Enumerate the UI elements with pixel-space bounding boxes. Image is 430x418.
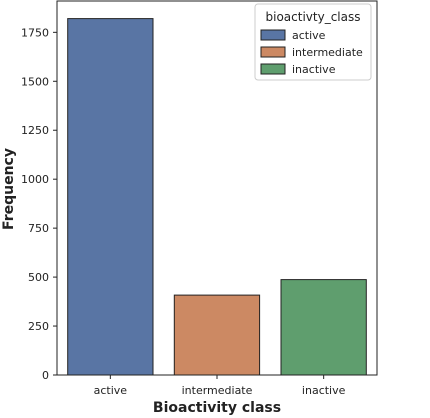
x-tick-label-intermediate: intermediate: [182, 384, 253, 397]
y-axis-title: Frequency: [1, 148, 17, 230]
bars-group: [67, 18, 367, 376]
y-tick-label-1250: 1250: [21, 124, 49, 137]
bar-intermediate: [173, 294, 261, 376]
y-tick-label-0: 0: [42, 369, 49, 382]
legend-swatch-intermediate: [260, 46, 286, 58]
y-tick-label-1750: 1750: [21, 26, 49, 39]
plot-frame: [56, 0, 378, 376]
legend-label-inactive: inactive: [292, 63, 336, 76]
legend-label-active: active: [292, 29, 326, 42]
y-tick-label-1000: 1000: [21, 173, 49, 186]
bar-active: [67, 18, 154, 376]
legend-swatch-inactive: [260, 63, 286, 75]
x-axis-ticks: active intermediate inactive: [94, 375, 346, 397]
legend-title: bioactivty_class: [266, 10, 361, 24]
legend: bioactivty_class active intermediate inact…: [254, 3, 372, 81]
y-tick-label-250: 250: [28, 320, 49, 333]
y-tick-label-500: 500: [28, 271, 49, 284]
legend-swatch-active: [260, 29, 286, 41]
x-tick-label-active: active: [94, 384, 128, 397]
y-axis-ticks: 0 250 500 750 1000 1250 1500 1750: [21, 26, 57, 382]
legend-label-intermediate: intermediate: [292, 46, 363, 59]
bar-inactive: [280, 279, 367, 376]
legend-frame: [254, 3, 372, 81]
y-tick-label-1500: 1500: [21, 75, 49, 88]
x-axis-title: Bioactivity class: [153, 400, 281, 416]
y-tick-label-750: 750: [28, 222, 49, 235]
x-tick-label-inactive: inactive: [302, 384, 346, 397]
